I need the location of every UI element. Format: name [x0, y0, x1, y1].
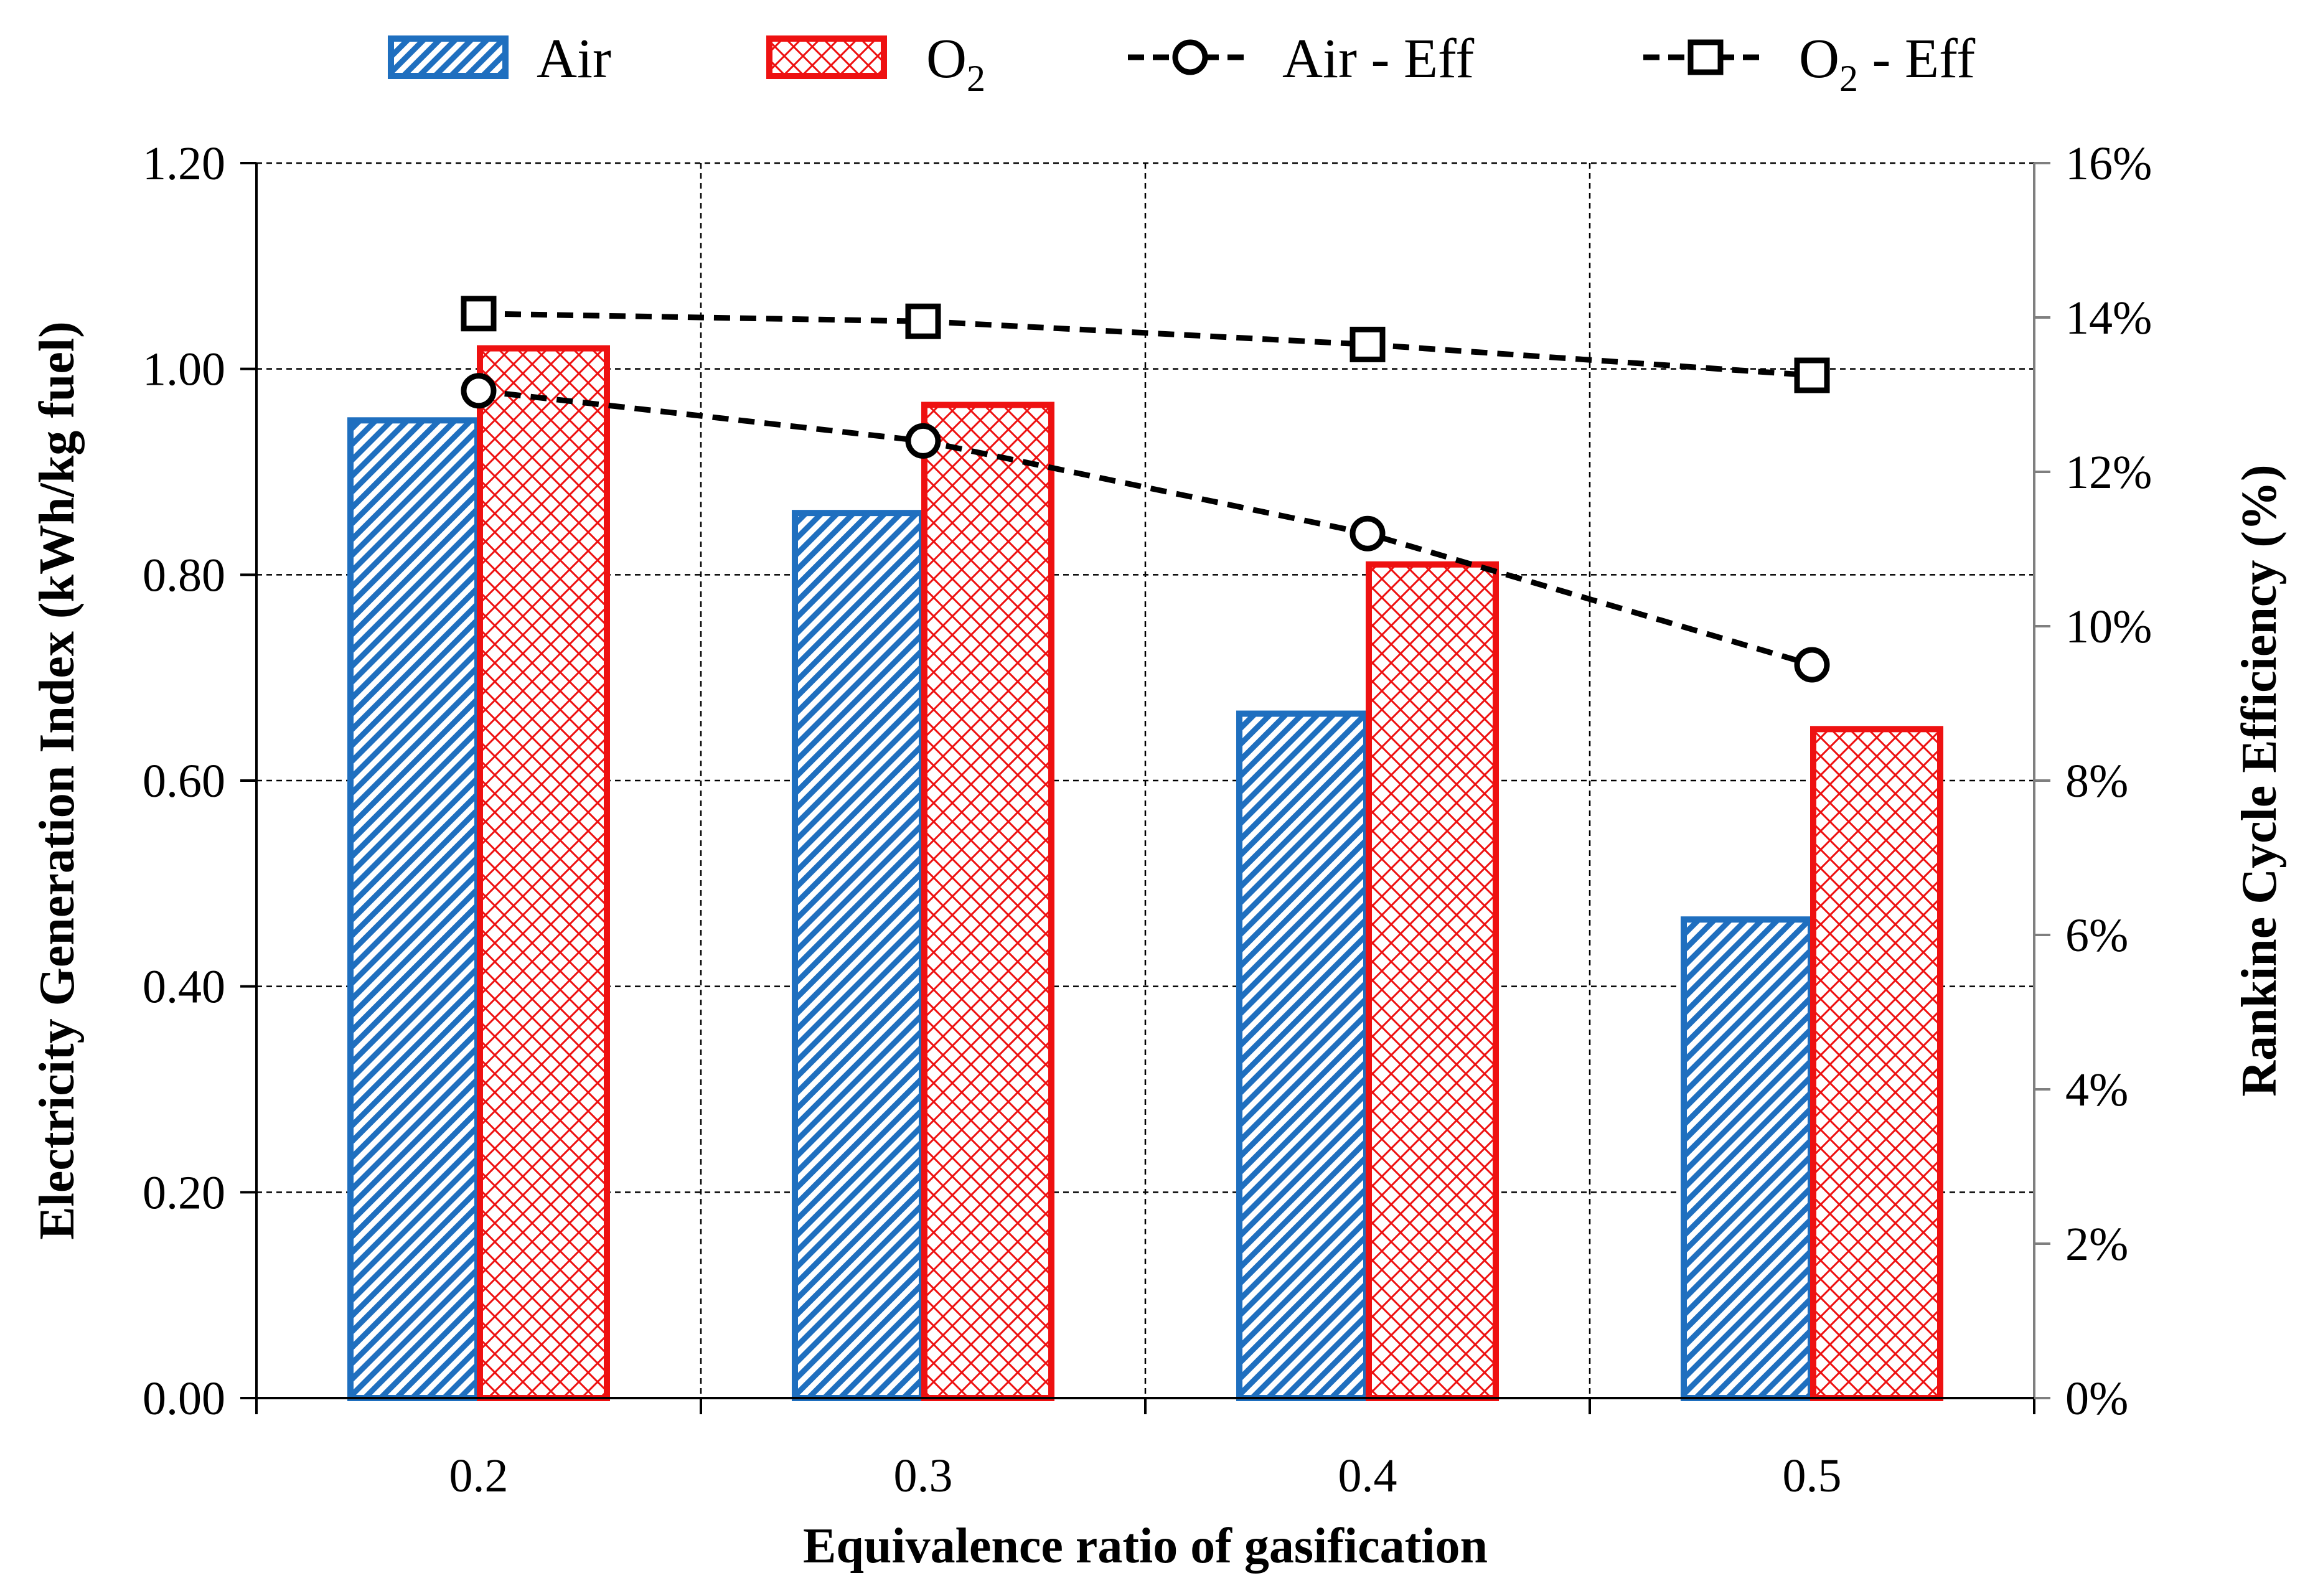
legend-marker-air-eff [1172, 39, 1208, 75]
bar-air-0.2 [347, 417, 481, 1401]
legend-swatch-o2 [766, 35, 887, 79]
y2-tick-label: 6% [2065, 909, 2128, 962]
bar-o2-0.4 [1366, 561, 1499, 1401]
legend-label-main: O [926, 28, 967, 90]
y-tick-label: 0.80 [143, 549, 225, 601]
bar-air-0.3 [792, 510, 925, 1402]
line-o2-eff [478, 311, 1813, 378]
y-tick-label: 0.40 [143, 961, 225, 1013]
bar-o2-0.3 [921, 401, 1054, 1401]
y2-axis-title: Rankine Cycle Efficiency (%) [2232, 464, 2287, 1096]
y2-tick-label: 2% [2065, 1218, 2128, 1270]
x-tick-label: 0.2 [449, 1450, 509, 1502]
x-tick-label: 0.5 [1783, 1450, 1842, 1502]
y2-tick-label: 10% [2065, 601, 2152, 653]
bar-air-0.4 [1236, 710, 1369, 1401]
point-o2-eff-0.2 [461, 296, 497, 332]
legend-label-main: Air - Eff [1282, 28, 1474, 90]
x-axis-title: Equivalence ratio of gasification [803, 1519, 1488, 1574]
point-air-eff-0.2 [461, 373, 497, 409]
bar-o2-0.2 [477, 345, 610, 1401]
line-air-eff [478, 388, 1813, 668]
y-axis-title: Electricity Generation Index (kWh/kg fue… [30, 321, 85, 1239]
bar-o2-0.5 [1810, 726, 1943, 1401]
point-o2-eff-0.5 [1794, 357, 1830, 393]
y-tick-label: 1.20 [143, 138, 225, 190]
legend-label-sub: 2 [1839, 58, 1858, 99]
point-air-eff-0.5 [1794, 647, 1830, 683]
legend-label-main: Air [537, 28, 611, 90]
legend-marker-o2-eff [1687, 39, 1724, 75]
legend-label-main: O [1799, 28, 1839, 90]
y2-tick-label: 0% [2065, 1373, 2128, 1425]
bar-air-0.5 [1681, 916, 1814, 1401]
legend-label-air-eff: Air - Eff [1282, 28, 1474, 90]
legend-label-o2: O2 [926, 28, 985, 99]
y2-tick-label: 4% [2065, 1064, 2128, 1116]
y-tick-label: 0.00 [143, 1373, 225, 1425]
y-tick-label: 0.60 [143, 755, 225, 807]
y2-tick-label: 16% [2065, 138, 2152, 190]
y-tick-label: 0.20 [143, 1166, 225, 1219]
point-air-eff-0.3 [905, 423, 941, 459]
y2-tick-label: 8% [2065, 755, 2128, 807]
legend-label-o2-eff: O2 - Eff [1799, 28, 1975, 99]
point-o2-eff-0.3 [905, 303, 941, 339]
x-tick-label: 0.3 [894, 1450, 953, 1502]
y2-tick-label: 12% [2065, 446, 2152, 499]
legend-label-air: Air [537, 28, 611, 90]
legend-label-sub: 2 [967, 58, 985, 99]
x-tick-label: 0.4 [1338, 1450, 1397, 1502]
y2-tick-label: 14% [2065, 292, 2152, 344]
legend-label-suffix: - Eff [1858, 28, 1975, 90]
legend-swatch-air [388, 35, 509, 79]
y-tick-label: 1.00 [143, 344, 225, 396]
point-o2-eff-0.4 [1349, 326, 1386, 362]
point-air-eff-0.4 [1349, 515, 1386, 552]
